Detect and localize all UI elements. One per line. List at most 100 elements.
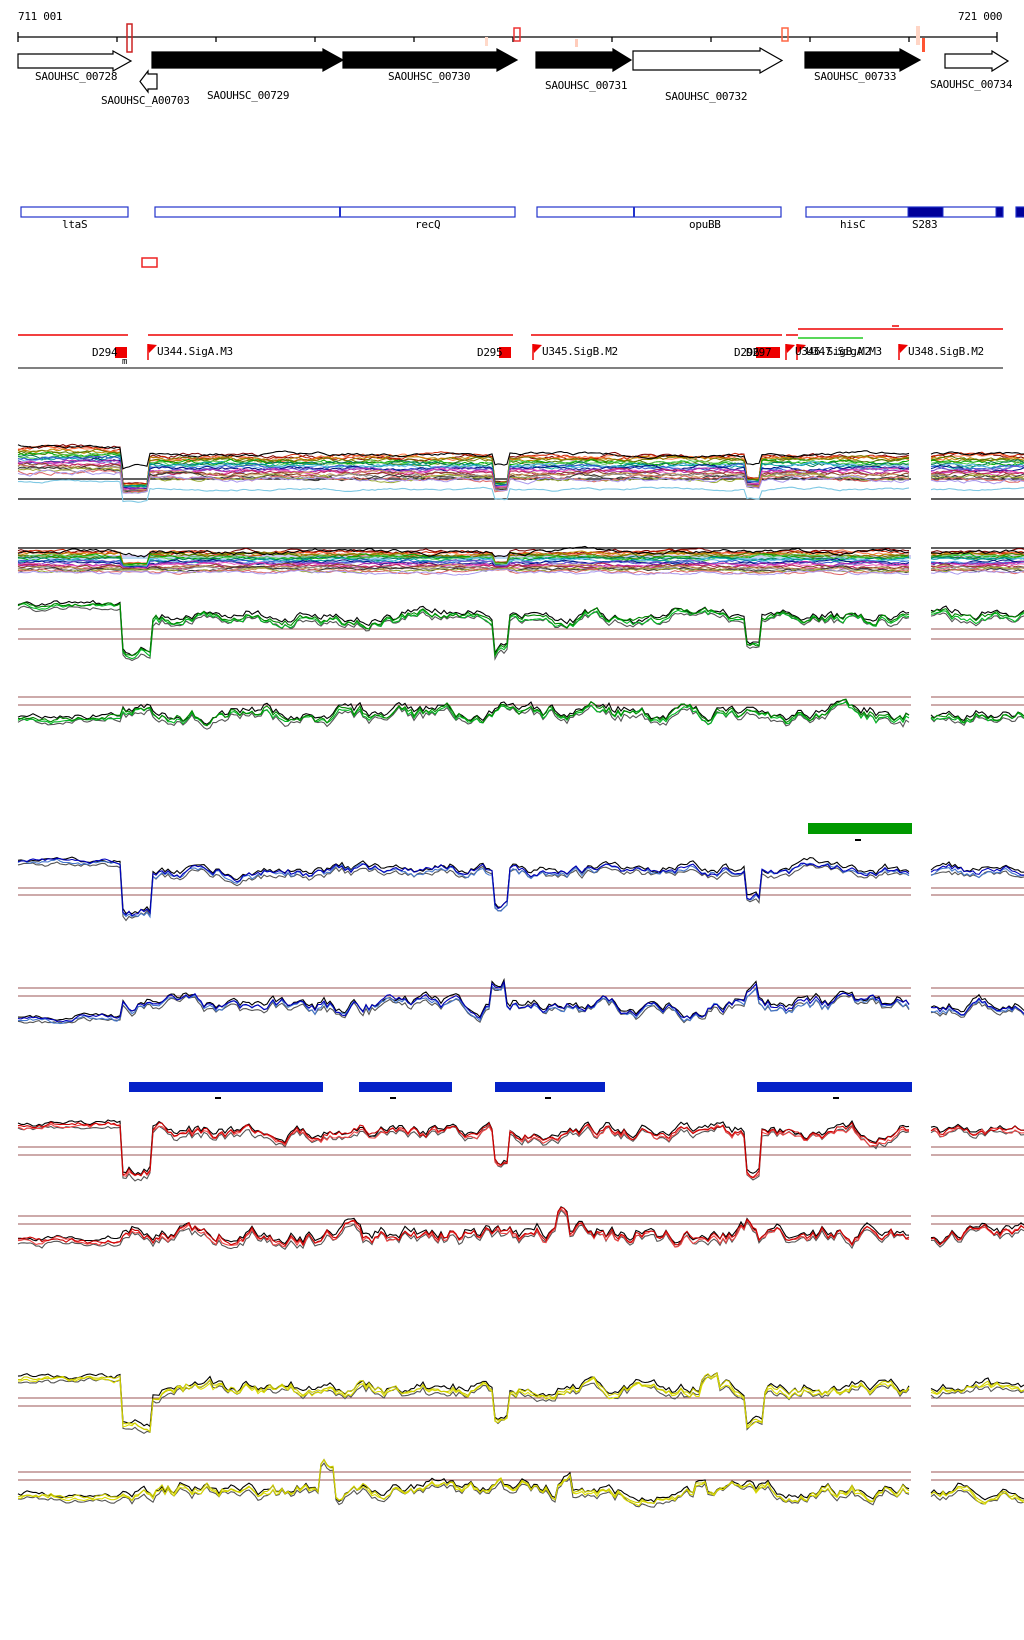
d-marker-box[interactable]: [115, 347, 127, 358]
d-marker-box[interactable]: [768, 347, 780, 358]
probe-bar-tick: [545, 1097, 551, 1099]
ruler-end-label: 721 000: [958, 10, 1003, 23]
gene-label: SAOUHSC_00731: [545, 79, 628, 92]
ruler-mark: [575, 39, 578, 47]
signal-yellow-strong[interactable]: [17, 1371, 1024, 1435]
signal-line: [930, 709, 1024, 722]
feature-flag-label: U348.SigB.M2: [908, 345, 984, 358]
gene-arrow[interactable]: [139, 69, 158, 94]
signal-line: [930, 474, 1024, 480]
probe-bar-tick: [215, 1097, 221, 1099]
probe-bar-blue[interactable]: [129, 1082, 323, 1092]
signal-line: [930, 459, 1024, 468]
operon-bar[interactable]: [536, 206, 782, 218]
signal-blue-strong[interactable]: [17, 856, 1024, 922]
signal-line: [930, 477, 1024, 485]
signal-line: [930, 998, 1024, 1016]
signal-line: [17, 1462, 910, 1508]
red-box-marker[interactable]: [141, 257, 158, 268]
signal-green-strong[interactable]: [17, 599, 1024, 662]
flag-pennant-icon[interactable]: [786, 344, 795, 353]
signal-line: [930, 605, 1024, 621]
signal-line: [930, 866, 1024, 879]
signal-line: [930, 715, 1024, 727]
signal-line: [930, 459, 1024, 466]
flag-pennant-icon[interactable]: [148, 344, 157, 353]
signal-line: [17, 1458, 910, 1507]
operon-label: ltaS: [62, 218, 88, 231]
gene-arrow[interactable]: [944, 49, 1010, 73]
signal-line: [17, 1374, 910, 1435]
flag-pennant-icon[interactable]: [899, 344, 908, 353]
signal-line: [930, 1482, 1024, 1501]
signal-red-weak[interactable]: [17, 1206, 1024, 1250]
signal-line: [930, 1385, 1024, 1399]
signal-line: [930, 549, 1024, 555]
signal-blue-weak[interactable]: [17, 977, 1024, 1025]
signal-line: [17, 699, 910, 725]
signal-green-weak[interactable]: [17, 696, 1024, 730]
signal-line: [17, 701, 910, 726]
operon-bar[interactable]: [805, 206, 1004, 218]
flag-pennant-icon[interactable]: [533, 344, 542, 353]
d-marker-label: D296: [734, 346, 760, 359]
operon-bar[interactable]: [154, 206, 516, 218]
signal-red-strong[interactable]: [17, 1119, 1024, 1182]
gene-arrow[interactable]: [804, 47, 922, 73]
operon-bar-filled-segment[interactable]: [995, 206, 1004, 218]
signal-line: [930, 556, 1024, 562]
signal-line: [930, 1380, 1024, 1395]
signal-line: [931, 560, 1024, 566]
ruler-mark: [916, 26, 920, 45]
signal-line: [17, 565, 910, 573]
probe-bar-tick: [855, 839, 861, 841]
signal-line: [17, 857, 910, 917]
signal-line: [930, 993, 1024, 1013]
signal-line: [17, 469, 910, 494]
probe-bar-blue[interactable]: [757, 1082, 912, 1092]
signal-line: [930, 464, 1024, 472]
feature-flag-label: U344.SigA.M3: [157, 345, 233, 358]
operon-bar[interactable]: [20, 206, 129, 218]
ruler-mark: [126, 23, 133, 53]
signal-line: [930, 610, 1024, 625]
gene-arrow[interactable]: [151, 47, 345, 73]
d-marker-label: D294: [92, 346, 118, 359]
operon-bar-filled-segment[interactable]: [907, 206, 944, 218]
gene-label: SAOUHSC_00734: [930, 78, 1013, 91]
gene-arrow[interactable]: [17, 49, 133, 73]
probe-bar-blue[interactable]: [359, 1082, 452, 1092]
d-marker-label: D297: [746, 346, 772, 359]
microarray-track-2[interactable]: [17, 545, 1024, 576]
signal-line: [930, 459, 1024, 466]
gene-label: SAOUHSC_00732: [665, 90, 748, 103]
probe-bar-blue[interactable]: [495, 1082, 605, 1092]
operon-label: opuBB: [689, 218, 721, 231]
flag-pennant-icon[interactable]: [797, 344, 806, 353]
ruler-start-label: 711 001: [18, 10, 63, 23]
signal-line: [17, 1371, 910, 1434]
gene-arrow[interactable]: [342, 47, 519, 73]
gene-arrow[interactable]: [632, 46, 784, 75]
operon-bar-filled-segment[interactable]: [1015, 206, 1024, 218]
gene-label: SAOUHSC_A00703: [101, 94, 190, 107]
probe-bar-green[interactable]: [808, 823, 912, 834]
microarray-track-1[interactable]: [17, 443, 1024, 503]
signal-line: [930, 1223, 1024, 1246]
signal-line: [17, 977, 910, 1021]
signal-line: [930, 557, 1024, 561]
gene-arrow[interactable]: [535, 47, 633, 73]
signal-line: [930, 1224, 1024, 1246]
signal-line: [18, 698, 910, 727]
signal-line: [930, 1377, 1024, 1393]
ruler-mark: [485, 37, 488, 46]
d-marker-box[interactable]: [756, 347, 768, 358]
signal-line: [930, 608, 1024, 622]
operon-label: recQ: [415, 218, 441, 231]
signal-yellow-weak[interactable]: [17, 1458, 1024, 1508]
operon-label: S283: [912, 218, 938, 231]
signal-line: [930, 551, 1024, 559]
signal-line: [930, 1125, 1024, 1136]
d-marker-box[interactable]: [499, 347, 511, 358]
